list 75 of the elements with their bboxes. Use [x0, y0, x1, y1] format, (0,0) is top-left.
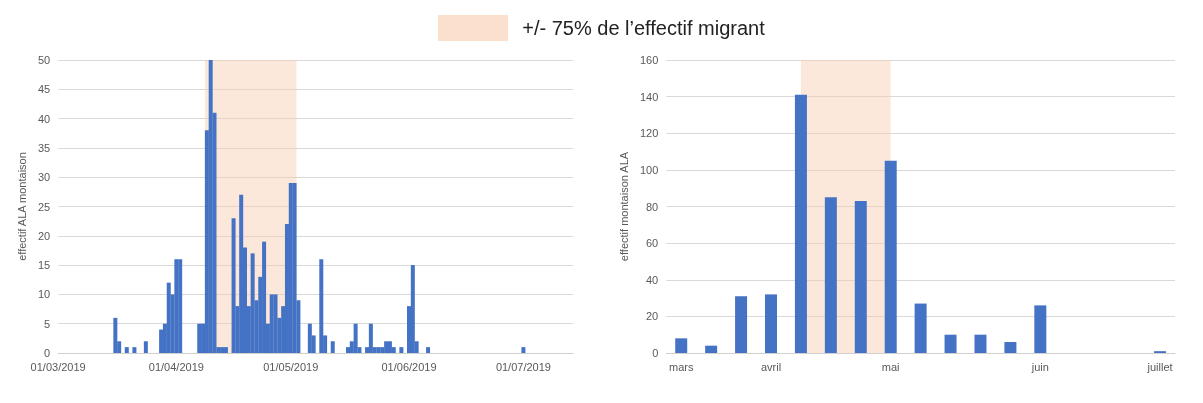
- bar: [974, 334, 987, 353]
- bar: [269, 294, 274, 353]
- y-tick-label: 80: [646, 200, 659, 213]
- bar: [884, 160, 897, 353]
- bar: [178, 259, 183, 353]
- x-tick-label: mars: [668, 360, 694, 373]
- bar: [410, 265, 415, 353]
- y-tick-label: 20: [37, 229, 51, 242]
- bar: [854, 201, 867, 353]
- bar: [231, 218, 236, 353]
- y-tick-label: 10: [37, 288, 51, 301]
- bar: [174, 259, 179, 353]
- y-tick-label: 35: [37, 141, 51, 154]
- bar: [824, 197, 837, 353]
- y-tick-label: 25: [37, 200, 51, 213]
- y-tick-label: 50: [37, 54, 51, 66]
- bar: [197, 323, 202, 353]
- bar: [319, 259, 324, 353]
- bar: [675, 338, 688, 353]
- y-tick-label: 5: [44, 317, 51, 330]
- legend-label: +/- 75% de l’effectif migrant: [522, 16, 765, 40]
- x-tick-label: juin: [1030, 360, 1049, 373]
- x-tick-label: 01/06/2019: [381, 360, 437, 373]
- y-tick-label: 15: [37, 259, 51, 272]
- y-tick-label: 120: [639, 127, 659, 140]
- y-tick-label: 40: [646, 273, 659, 286]
- bar: [132, 347, 137, 353]
- bar: [223, 347, 228, 353]
- bar: [384, 341, 389, 353]
- y-tick-label: 140: [639, 90, 659, 103]
- bar: [239, 194, 244, 353]
- bar: [944, 334, 957, 353]
- y-tick-label: 30: [37, 171, 51, 184]
- bar: [794, 94, 807, 353]
- bar: [292, 183, 297, 353]
- y-tick-label: 0: [44, 347, 51, 359]
- y-tick-label: 160: [639, 54, 659, 66]
- bar: [288, 183, 293, 353]
- bar: [914, 303, 927, 353]
- bar: [307, 323, 312, 353]
- bar: [399, 347, 404, 353]
- bar: [330, 341, 335, 353]
- y-tick-label: 40: [37, 112, 51, 125]
- bar: [143, 341, 148, 353]
- bar: [765, 294, 777, 353]
- bar: [124, 347, 129, 353]
- x-tick-label: 01/03/2019: [30, 360, 86, 373]
- y-tick-label: 45: [37, 83, 51, 96]
- bar: [1034, 305, 1047, 353]
- bar: [387, 341, 392, 353]
- bar: [368, 323, 373, 353]
- bar: [735, 296, 748, 353]
- x-tick-label: 01/05/2019: [263, 360, 319, 373]
- bar: [166, 282, 171, 353]
- x-tick-label: juillet: [1146, 360, 1173, 373]
- bar: [353, 323, 358, 353]
- bar: [1004, 342, 1017, 353]
- bar: [220, 347, 225, 353]
- bar: [113, 317, 118, 353]
- bar: [208, 60, 213, 353]
- bar: [262, 241, 267, 353]
- y-axis-title: effectif montaison ALA: [617, 151, 630, 262]
- y-tick-label: 0: [652, 347, 659, 359]
- y-tick-label: 60: [646, 237, 659, 250]
- y-tick-label: 100: [639, 163, 659, 176]
- bar: [705, 345, 718, 353]
- y-axis-title: effectif ALA montaison: [15, 152, 28, 261]
- x-tick-label: 01/07/2019: [495, 360, 551, 373]
- x-tick-label: 01/04/2019: [148, 360, 204, 373]
- y-tick-label: 20: [646, 310, 659, 323]
- bar: [426, 347, 431, 353]
- x-tick-label: mai: [881, 360, 900, 373]
- bar: [376, 347, 381, 353]
- x-tick-label: avril: [760, 360, 782, 373]
- bar: [521, 347, 526, 353]
